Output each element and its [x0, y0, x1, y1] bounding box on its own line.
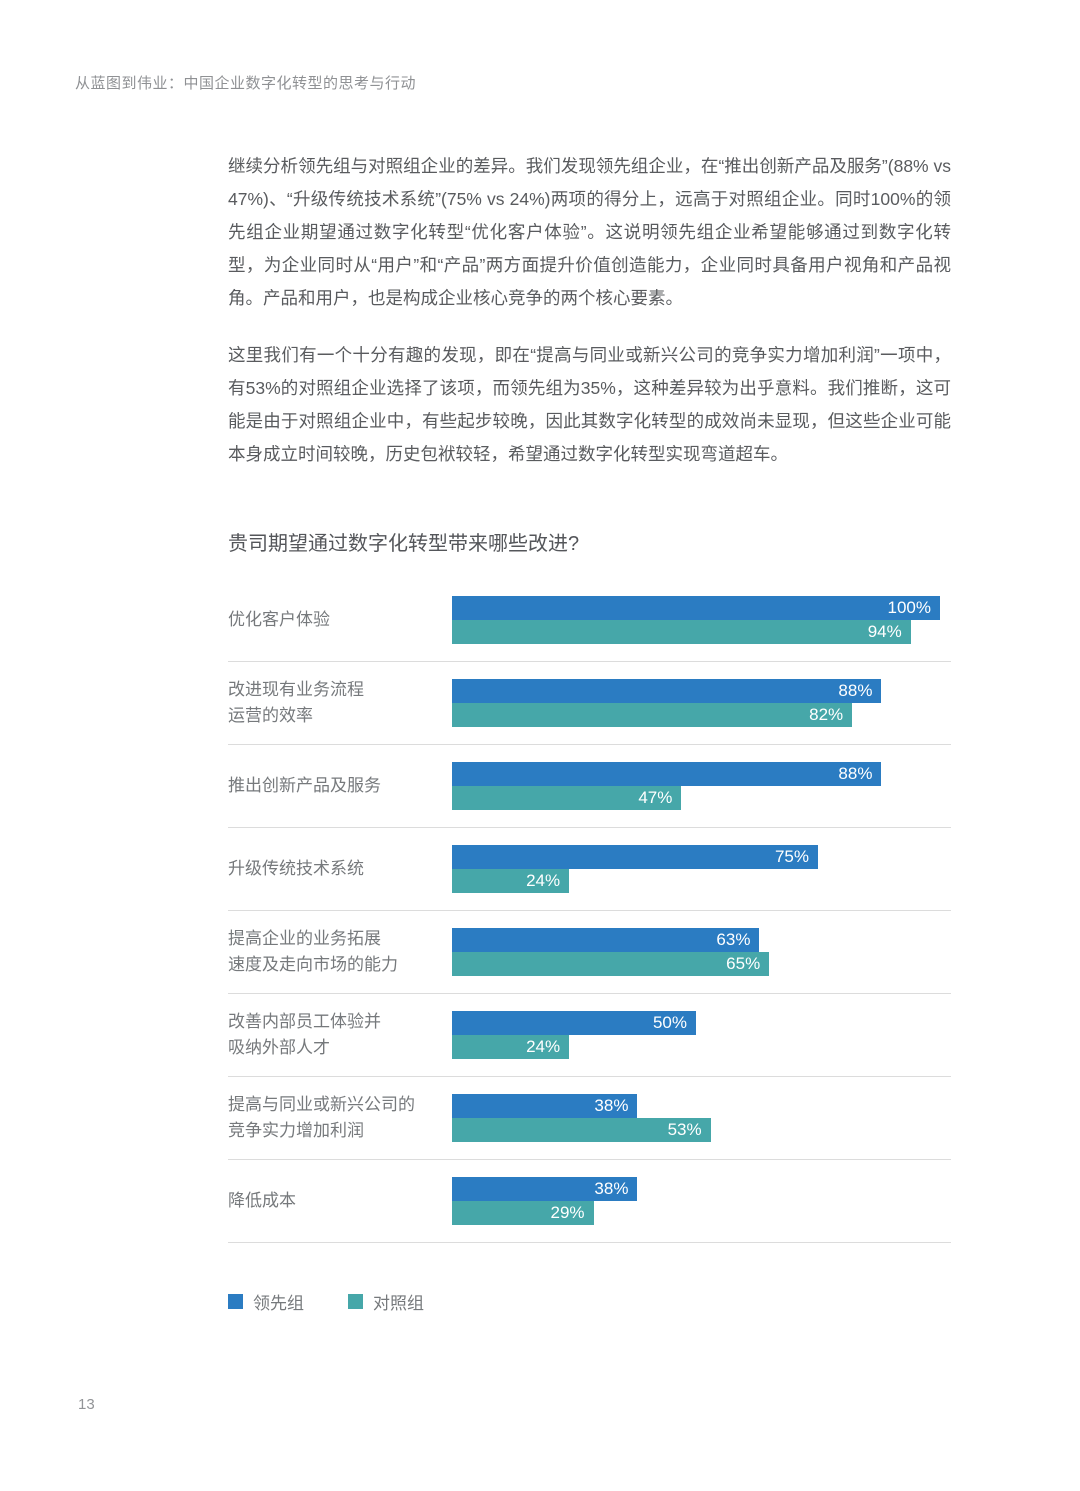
- chart-title: 贵司期望通过数字化转型带来哪些改进?: [228, 533, 580, 555]
- bar-group: 63% 65%: [452, 928, 940, 976]
- bar-control-group: 82%: [452, 703, 853, 727]
- bar-control-group: 53%: [452, 1118, 711, 1142]
- bar-value-label: 88%: [838, 681, 873, 700]
- bar-value-label: 24%: [526, 1037, 561, 1056]
- category-label: 推出创新产品及服务: [228, 776, 381, 795]
- chart-legend: 领先组 对照组: [228, 1289, 951, 1314]
- chart-row: 推出创新产品及服务 88% 47%: [228, 745, 951, 828]
- bar-value-label: 100%: [887, 598, 931, 617]
- legend-swatch-leading-group-icon: [228, 1294, 243, 1309]
- bar-value-label: 94%: [867, 622, 902, 641]
- bar-leading-group: 75%: [452, 845, 818, 869]
- bar-leading-group: 50%: [452, 1011, 696, 1035]
- category-label: 降低成本: [228, 1191, 296, 1210]
- bar-group: 100% 94%: [452, 596, 940, 644]
- bar-control-group: 24%: [452, 1035, 570, 1059]
- chart-row: 改善内部员工体验并 吸纳外部人才 50% 24%: [228, 994, 951, 1077]
- bar-control-group: 29%: [452, 1201, 594, 1225]
- bar-group: 75% 24%: [452, 845, 940, 893]
- content-column: 继续分析领先组与对照组企业的差异。我们发现领先组企业，在“推出创新产品及服务”(…: [228, 150, 951, 1314]
- bar-control-group: 94%: [452, 620, 911, 644]
- bar-leading-group: 88%: [452, 679, 882, 703]
- legend-item-leading-group: 领先组: [228, 1289, 304, 1314]
- bar-group: 88% 47%: [452, 762, 940, 810]
- category-label: 改进现有业务流程 运营的效率: [228, 680, 364, 725]
- page-number: 13: [78, 1396, 95, 1413]
- bar-leading-group: 38%: [452, 1177, 638, 1201]
- bar-leading-group: 38%: [452, 1094, 638, 1118]
- bar-value-label: 65%: [726, 954, 761, 973]
- bar-value-label: 24%: [526, 871, 561, 890]
- bar-value-label: 63%: [716, 930, 751, 949]
- bar-control-group: 65%: [452, 952, 770, 976]
- paragraph-2: 这里我们有一个十分有趣的发现，即在“提高与同业或新兴公司的竞争实力增加利润”一项…: [228, 345, 951, 464]
- chart-row: 降低成本 38% 29%: [228, 1160, 951, 1243]
- bar-value-label: 88%: [838, 764, 873, 783]
- bar-value-label: 29%: [550, 1203, 585, 1222]
- running-header: 从蓝图到伟业：中国企业数字化转型的思考与行动: [75, 75, 417, 92]
- bar-value-label: 38%: [594, 1179, 629, 1198]
- bar-value-label: 75%: [774, 847, 809, 866]
- bar-leading-group: 88%: [452, 762, 882, 786]
- category-label: 改善内部员工体验并 吸纳外部人才: [228, 1012, 381, 1057]
- paragraph-1: 继续分析领先组与对照组企业的差异。我们发现领先组企业，在“推出创新产品及服务”(…: [228, 156, 951, 308]
- chart-row: 优化客户体验 100% 94%: [228, 579, 951, 662]
- chart-row: 提高与同业或新兴公司的 竞争实力增加利润 38% 53%: [228, 1077, 951, 1160]
- bar-leading-group: 63%: [452, 928, 760, 952]
- bar-group: 38% 29%: [452, 1177, 940, 1225]
- bar-leading-group: 100%: [452, 596, 940, 620]
- category-label: 优化客户体验: [228, 610, 330, 629]
- chart-row: 提高企业的业务拓展 速度及走向市场的能力 63% 65%: [228, 911, 951, 994]
- bar-value-label: 38%: [594, 1096, 629, 1115]
- bar-control-group: 47%: [452, 786, 682, 810]
- bar-chart: 优化客户体验 100% 94% 改进现有业务流程 运营的效率 88% 82% 推出创新产品及服…: [228, 579, 951, 1243]
- category-label: 提高与同业或新兴公司的 竞争实力增加利润: [228, 1095, 415, 1140]
- chart-row: 升级传统技术系统 75% 24%: [228, 828, 951, 911]
- legend-label-leading-group: 领先组: [253, 1294, 304, 1313]
- bar-group: 38% 53%: [452, 1094, 940, 1142]
- bar-value-label: 53%: [667, 1120, 702, 1139]
- bar-group: 50% 24%: [452, 1011, 940, 1059]
- chart-row: 改进现有业务流程 运营的效率 88% 82%: [228, 662, 951, 745]
- category-label: 升级传统技术系统: [228, 859, 364, 878]
- bar-control-group: 24%: [452, 869, 570, 893]
- legend-item-control-group: 对照组: [348, 1289, 424, 1314]
- category-label: 提高企业的业务拓展 速度及走向市场的能力: [228, 929, 398, 974]
- bar-value-label: 82%: [809, 705, 844, 724]
- bar-group: 88% 82%: [452, 679, 940, 727]
- bar-value-label: 47%: [638, 788, 673, 807]
- legend-swatch-control-group-icon: [348, 1294, 363, 1309]
- bar-value-label: 50%: [652, 1013, 687, 1032]
- legend-label-control-group: 对照组: [373, 1294, 424, 1313]
